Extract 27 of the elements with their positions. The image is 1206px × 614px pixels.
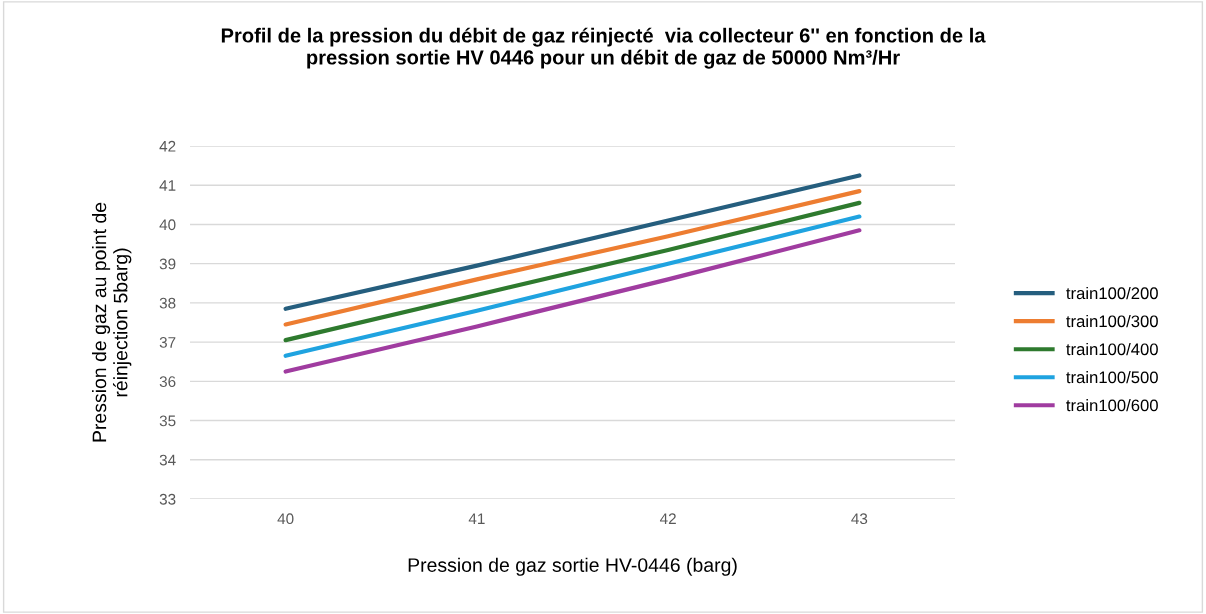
x-tick-label: 43 [851,513,868,525]
line-series [283,200,862,343]
legend-label: train100/200 [1066,286,1158,300]
y-tick-label: 33 [159,493,176,505]
y-tick-label: 42 [159,140,176,152]
legend-label: train100/300 [1066,314,1158,328]
x-tick-label: 42 [659,513,676,524]
y-tick-label: 39 [159,258,176,270]
y-tick-label: 37 [159,336,176,348]
y-tick-label: 35 [159,415,176,427]
x-tick-label: 40 [277,513,294,525]
x-axis-title: Pression de gaz sortie HV-0446 (barg) [408,557,737,576]
y-tick-label: 41 [159,180,176,191]
line-series [283,214,862,358]
legend-label: train100/500 [1066,371,1158,384]
x-tick-label: 41 [468,513,485,524]
legend-label: train100/600 [1066,399,1158,412]
y-tick-label: 40 [159,219,176,231]
y-tick-label: 36 [159,376,176,388]
y-axis-title: Pression de gaz au point de réinjection 5barg) [92,202,132,442]
line-series [283,189,862,327]
y-tick-label: 34 [159,454,176,466]
line-series [283,173,862,311]
chart-title: Profil de la pression du débit de gaz réinjecté via collecteur 6'' en fonction de la pression sortie HV 0446 pour un débit de gaz de 50000 Nm³/Hr [221,27,986,69]
line-series [283,228,862,374]
y-tick-label: 38 [159,297,176,309]
legend-label: train100/400 [1066,342,1158,356]
